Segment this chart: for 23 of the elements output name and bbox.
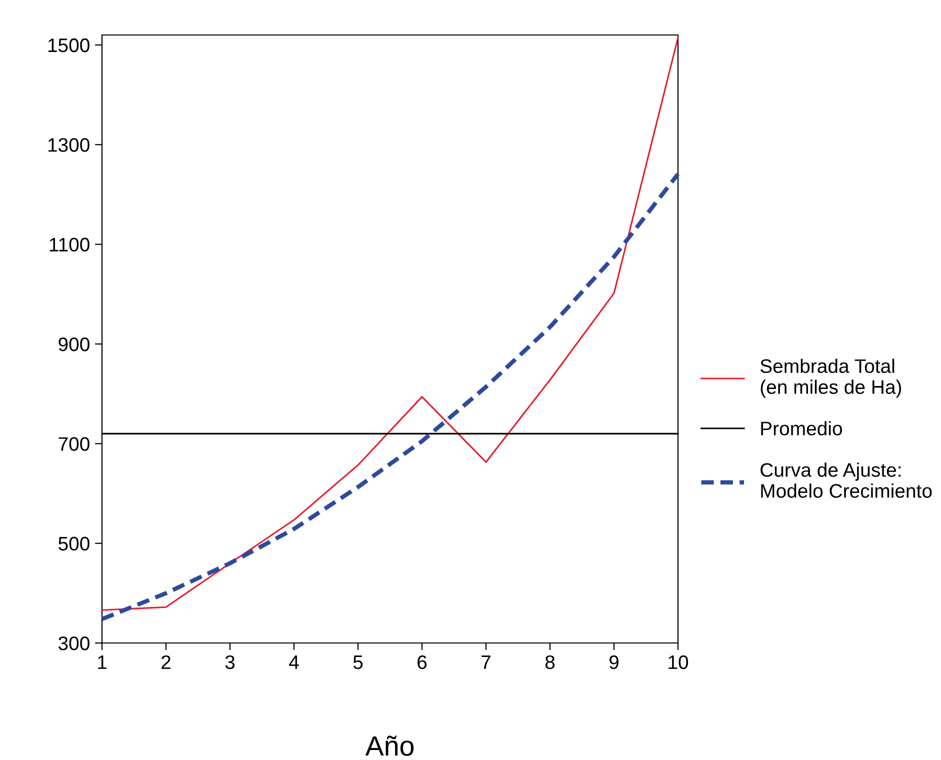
y-tick-label: 300 bbox=[58, 636, 90, 650]
x-tick-label: 2 bbox=[162, 655, 170, 669]
x-tick-label: 7 bbox=[482, 656, 490, 669]
y-tick-label: 1300 bbox=[48, 138, 90, 152]
y-tick-label: 1100 bbox=[50, 238, 90, 252]
y-tick-label: 500 bbox=[58, 536, 90, 551]
line-series bbox=[101, 36, 679, 611]
x-tick-label: 1 bbox=[98, 656, 106, 669]
x-tick-label: 6 bbox=[418, 655, 427, 670]
x-tick-label: 8 bbox=[545, 655, 555, 670]
y-tick-label: 1500 bbox=[48, 38, 90, 52]
legend-label: Curva de Ajuste: Modelo Crecimiento bbox=[760, 462, 932, 498]
x-tick-label: 5 bbox=[353, 656, 363, 670]
legend-label: Sembrada Total (en miles de Ha) bbox=[760, 358, 902, 398]
y-tick-label: 700 bbox=[58, 437, 90, 451]
x-tick-label: 4 bbox=[289, 656, 299, 669]
x-axis-title: Año bbox=[365, 736, 414, 756]
x-tick-label: 3 bbox=[225, 655, 235, 670]
line-series bbox=[100, 172, 680, 622]
x-tick-label: 10 bbox=[668, 655, 688, 670]
x-tick-label: 9 bbox=[610, 655, 618, 670]
y-tick-label: 900 bbox=[58, 337, 90, 352]
legend-label: Promedio bbox=[761, 421, 842, 436]
